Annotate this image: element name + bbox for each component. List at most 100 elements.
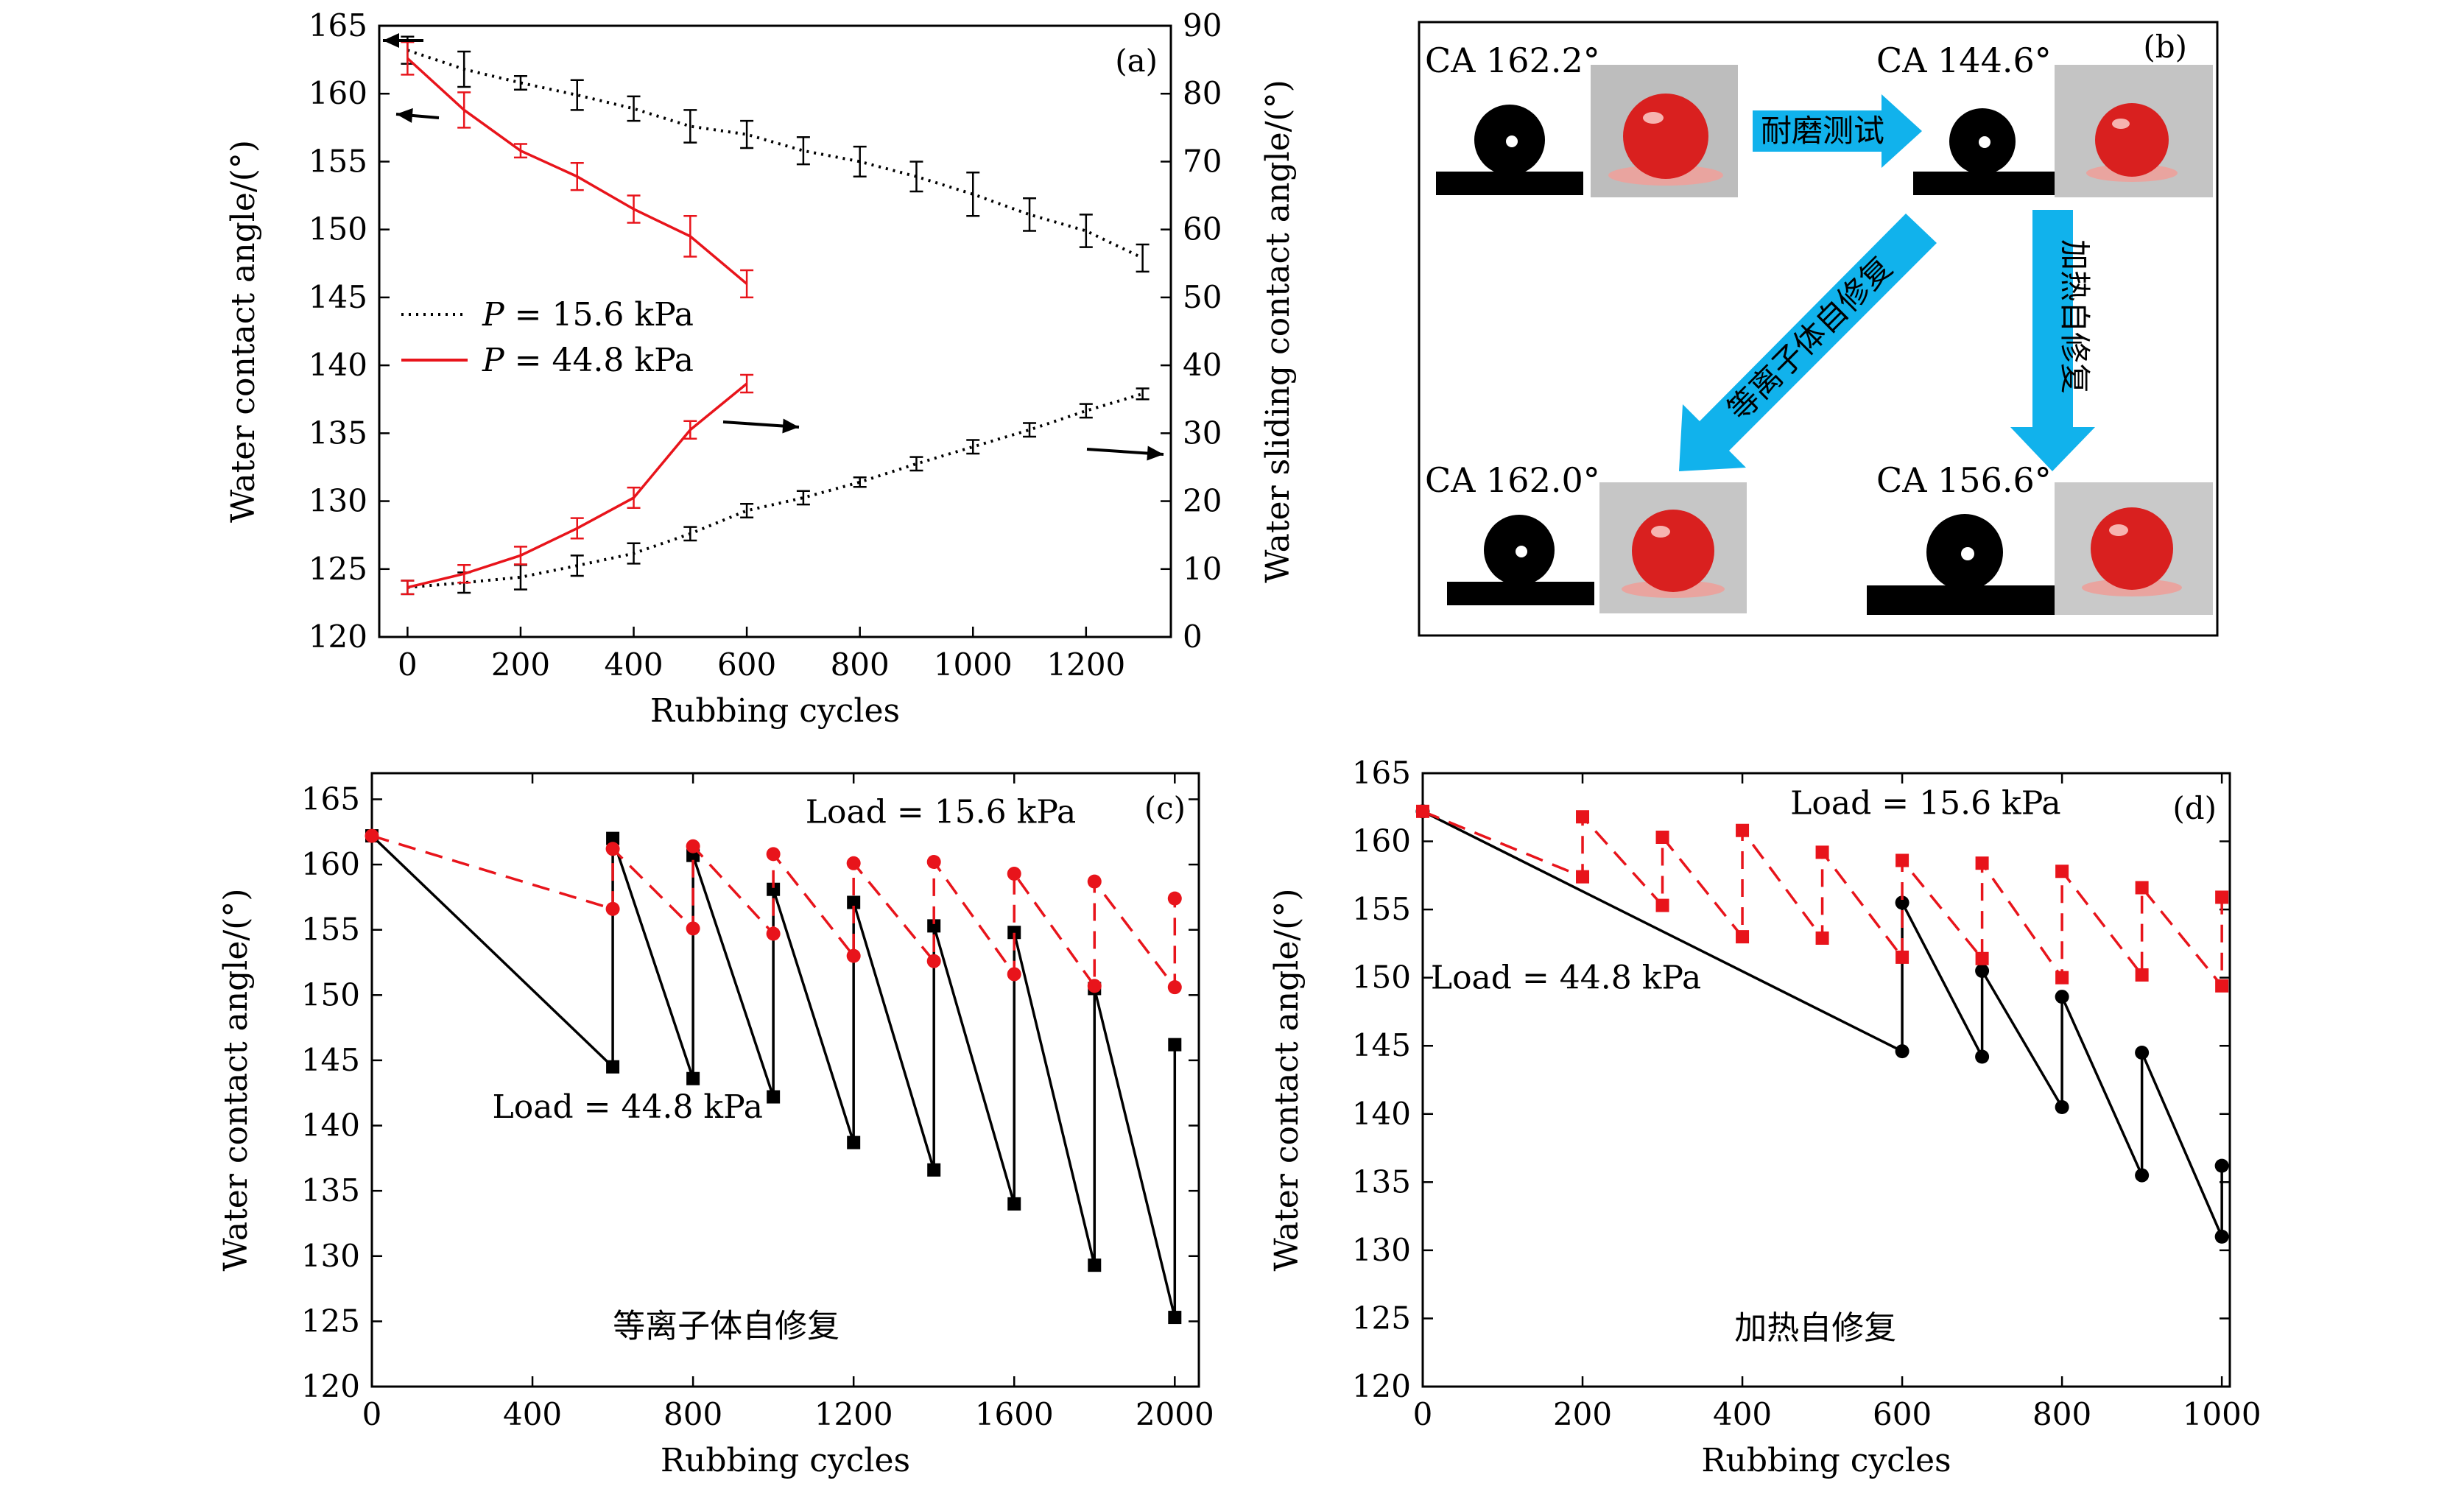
data-point [2215,979,2229,993]
y-tick-label: 140 [301,1108,360,1144]
chart-panel-d: 0 200 400 600 800 1000 120 125 130 135 140 145 150 15… [1268,755,2261,1479]
y2-axis-label: Water sliding contact angle/(°) [1259,80,1297,583]
ca-bottom-right: CA 156.6° [1876,460,2052,500]
x-tick-label: 0 [1413,1396,1433,1432]
ca-top-right: CA 144.6° [1876,41,2052,80]
data-point [1088,1258,1102,1272]
y-axis-label: Water contact angle/(°) [217,888,255,1271]
data-point [2055,990,2069,1004]
data-point [606,1060,620,1074]
x-tick-label: 1000 [934,647,1013,683]
y-tick-label: 130 [1352,1232,1411,1268]
wear-test-label: 耐磨测试 [1761,113,1884,149]
droplet-silhouette-bottom-right [1867,514,2058,615]
y-tick-label: 160 [309,75,367,111]
y-tick-label: 150 [301,976,360,1013]
annotation: Load = 15.6 kPa [1790,785,2060,823]
y-tick-label: 130 [301,1238,360,1274]
data-point [365,828,379,843]
chart-panel-a: 0 200 400 600 800 1000 12001201251301351401451… [225,7,1297,730]
legend-label: P = 44.8 kPa [482,342,694,379]
y2-tick-label: 60 [1183,211,1222,247]
x-tick-label: 800 [2032,1396,2091,1432]
data-point [1007,967,1021,982]
plot-frame [370,772,1200,1388]
data-point [2055,971,2069,985]
droplet-silhouette-bottom-left [1447,515,1594,605]
annotation: 等离子体自修复 [613,1308,839,1345]
x-tick-label: 1600 [975,1396,1054,1432]
data-point [2214,1229,2229,1244]
data-point [2135,1045,2150,1060]
data-point [766,847,781,862]
x-tick-label: 200 [1553,1396,1612,1432]
data-point [1655,898,1669,912]
data-point [847,1135,861,1149]
y-axis-label: Water contact angle/(°) [1268,888,1306,1271]
data-point [1007,926,1021,940]
droplet-photo-top-left [1591,65,1738,197]
data-point [847,895,861,909]
data-point [605,842,620,856]
y-tick-label: 135 [1352,1163,1411,1200]
x-tick-label: 1000 [2183,1396,2261,1432]
data-point [1167,891,1182,906]
axis-indicator-arrowhead [782,418,799,434]
y2-tick-label: 30 [1183,415,1222,451]
data-point [2135,968,2149,982]
axis-indicator-arrowhead [1147,446,1164,461]
plot-frame [378,24,1172,638]
ca-top-left: CA 162.2° [1425,41,1600,80]
heating-self-repair-arrow: 加热自修复 [2010,210,2095,471]
panel-b-tag: (b) [2143,29,2187,65]
y-axis-label: Water contact angle/(°) [225,140,262,523]
y2-tick-label: 70 [1183,143,1222,179]
data-point [1576,810,1590,824]
x-axis-label: Rubbing cycles [1701,1442,1951,1479]
x-tick-label: 1200 [1046,647,1125,683]
x-tick-label: 1200 [814,1396,893,1432]
y-tick-label: 135 [309,415,367,451]
y2-tick-label: 90 [1183,7,1222,43]
data-point [606,831,620,845]
panel-tag: (c) [1144,790,1186,826]
x-tick-label: 0 [398,647,418,683]
y-tick-label: 165 [301,781,360,817]
x-tick-label: 600 [717,647,776,683]
data-point [2055,1100,2069,1115]
data-point [1975,951,1989,965]
x-tick-label: 800 [831,647,890,683]
data-point [605,901,620,916]
y-tick-label: 120 [301,1368,360,1404]
heating-self-repair-label: 加热自修复 [2057,239,2093,394]
y-tick-label: 150 [309,211,367,247]
y-tick-label: 120 [1352,1368,1411,1404]
data-point [927,1163,941,1177]
x-tick-label: 400 [503,1396,562,1432]
y-tick-label: 135 [301,1172,360,1208]
data-point [1736,930,1750,944]
y-tick-label: 145 [1352,1027,1411,1063]
x-axis-label: Rubbing cycles [661,1442,910,1479]
x-tick-label: 600 [1873,1396,1932,1432]
data-point [1576,870,1590,884]
ca-bottom-left: CA 162.0° [1425,460,1600,500]
data-point [927,919,941,933]
y-tick-label: 155 [301,912,360,948]
data-point [1168,1311,1182,1325]
data-point [1168,1038,1182,1052]
data-point [846,948,861,963]
y2-tick-label: 40 [1183,347,1222,383]
panel-tag: (d) [2172,790,2217,826]
data-point [1815,931,1829,945]
y-tick-label: 140 [309,347,367,383]
data-point [766,926,781,941]
y2-tick-label: 20 [1183,483,1222,519]
schematic-panel-b: (b) CA 162.2° 耐磨测试 CA 144.6° [1418,21,2219,637]
y2-tick-label: 10 [1183,551,1222,587]
data-point [846,856,861,870]
data-point [767,882,781,896]
x-tick-label: 200 [491,647,550,683]
y-tick-label: 165 [309,7,367,43]
